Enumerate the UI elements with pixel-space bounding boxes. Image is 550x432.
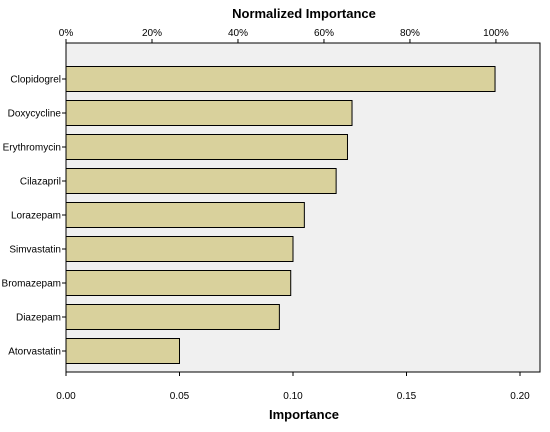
x2-tick-label: 60% <box>314 28 334 39</box>
bar-atorvastatin <box>65 338 180 364</box>
bar-erythromycin <box>65 134 348 160</box>
bar-lorazepam <box>65 202 305 228</box>
bottom-axis-title: Importance <box>269 407 339 422</box>
x-tick-label: 0.00 <box>56 391 76 402</box>
category-labels: Clopidogrel Doxycycline Erythromycin Cilaza… <box>2 75 66 358</box>
category-label-erythromycin: Erythromycin <box>3 143 61 154</box>
x2-tick-label: 100% <box>483 28 509 39</box>
bottom-axis-ticks: 0.00 0.05 0.10 0.15 0.20 <box>56 372 530 402</box>
category-label-lorazepam: Lorazepam <box>11 211 61 222</box>
top-axis-title: Normalized Importance <box>232 6 376 21</box>
category-label-cilazapril: Cilazapril <box>20 177 61 188</box>
x-tick-label: 0.05 <box>170 391 190 402</box>
bar-clopidogrel <box>65 66 496 92</box>
category-label-doxycycline: Doxycycline <box>8 109 62 120</box>
bar-doxycycline <box>65 100 353 126</box>
bar-cilazapril <box>65 168 337 194</box>
category-label-simvastatin: Simvastatin <box>9 245 61 256</box>
x2-tick-label: 40% <box>228 28 248 39</box>
bars-group <box>65 66 496 364</box>
x-tick-label: 0.10 <box>283 391 303 402</box>
top-axis-ticks: 0% 20% 40% 60% 80% 100% <box>59 28 509 43</box>
x2-tick-label: 0% <box>59 28 74 39</box>
category-label-clopidogrel: Clopidogrel <box>10 75 61 86</box>
x-tick-label: 0.20 <box>510 391 530 402</box>
bar-simvastatin <box>65 236 294 262</box>
bar-diazepam <box>65 304 280 330</box>
x2-tick-label: 80% <box>400 28 420 39</box>
bar-bromazepam <box>65 270 292 296</box>
x-tick-label: 0.15 <box>397 391 417 402</box>
category-label-atorvastatin: Atorvastatin <box>8 347 61 358</box>
x2-tick-label: 20% <box>142 28 162 39</box>
category-label-bromazepam: Bromazepam <box>2 279 61 290</box>
category-label-diazepam: Diazepam <box>16 313 61 324</box>
